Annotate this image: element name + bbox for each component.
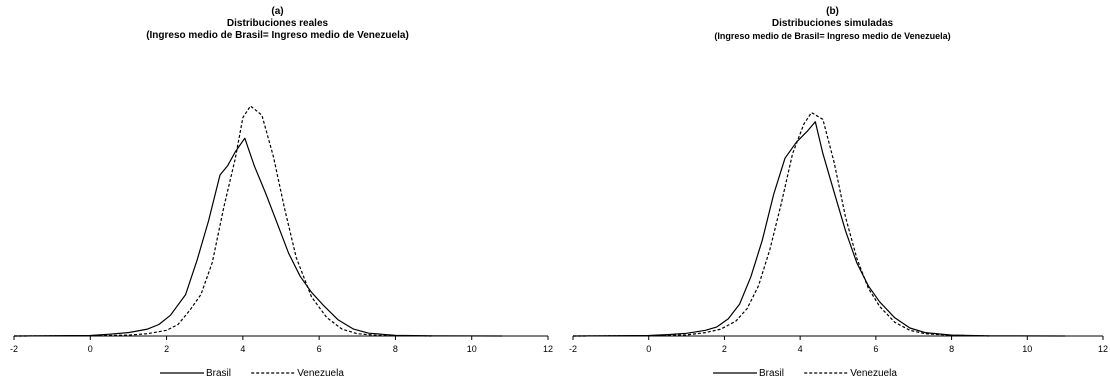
chart-b-label: (b) [826, 6, 839, 17]
chart-a-subtitle2: (Ingreso medio de Brasil= Ingreso medio … [146, 30, 409, 41]
chart-a-x-tick-label: 6 [317, 344, 322, 354]
chart-a-x-tick-label: 10 [467, 344, 477, 354]
chart-a-legend-label-brasil: Brasil [206, 368, 231, 379]
chart-a-legend-label-venezuela: Venezuela [297, 368, 344, 379]
chart-b-series-venezuela-line [572, 112, 990, 337]
chart-b-series-brasil-line [572, 121, 1066, 337]
chart-a-x-tick-label: -2 [10, 344, 18, 354]
chart-b-subtitle2: (Ingreso medio de Brasil= Ingreso medio … [714, 31, 951, 41]
chart-a-title-block: (a) Distribuciones reales (Ingreso medio… [0, 6, 555, 42]
chart-a-series-brasil-line [13, 137, 503, 337]
chart-b-x-tick-label: 12 [1098, 344, 1108, 354]
chart-b-x-tick-label: 10 [1022, 344, 1032, 354]
chart-b-subtitle: Distribuciones simuladas [771, 18, 894, 29]
chart-a-x-tick-label: 8 [393, 344, 398, 354]
chart-b-title-block: (b) Distribuciones simuladas (Ingreso me… [555, 6, 1110, 42]
chart-a-x-tick-label: 4 [240, 344, 245, 354]
chart-a-x-tick-label: 0 [88, 344, 93, 354]
chart-a-subtitle: Distribuciones reales [226, 18, 329, 29]
chart-b-x-tick-label: 0 [646, 344, 651, 354]
chart-b-legend-label-venezuela: Venezuela [850, 368, 897, 379]
chart-b-legend-label-brasil: Brasil [759, 368, 784, 379]
chart-b-x-tick-label: 2 [722, 344, 727, 354]
chart-a-series-venezuela-line [13, 105, 434, 337]
chart-b-x-tick-label: 4 [798, 344, 803, 354]
chart-b-x-tick-label: 8 [949, 344, 954, 354]
chart-b-x-tick-label: 6 [873, 344, 878, 354]
chart-a-label: (a) [271, 6, 284, 17]
chart-a-x-tick-label: 12 [543, 344, 553, 354]
chart-a-x-tick-label: 2 [164, 344, 169, 354]
chart-b-x-tick-label: -2 [569, 344, 577, 354]
